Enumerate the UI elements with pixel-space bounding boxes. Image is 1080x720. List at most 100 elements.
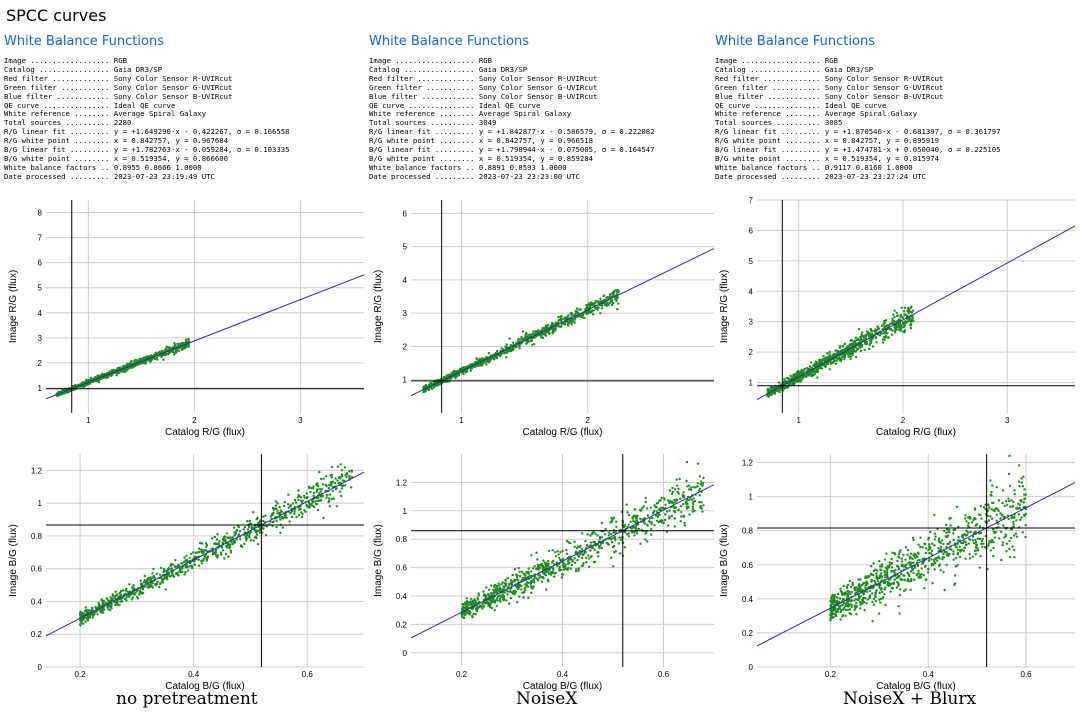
- y-tick-label: 0.8: [396, 535, 408, 544]
- data-point: [468, 610, 471, 613]
- data-point: [587, 565, 591, 568]
- data-point: [957, 536, 960, 539]
- data-point: [546, 570, 550, 573]
- data-point: [130, 592, 133, 596]
- data-point: [876, 325, 879, 328]
- data-point: [898, 593, 902, 597]
- data-point: [655, 519, 659, 522]
- data-point: [543, 572, 546, 576]
- data-point: [293, 512, 296, 516]
- y-tick-label: 1: [403, 376, 408, 385]
- data-point: [808, 371, 812, 374]
- data-point: [496, 595, 500, 598]
- data-point: [131, 596, 134, 599]
- data-point: [324, 475, 328, 478]
- data-point: [884, 336, 887, 339]
- data-point: [79, 613, 82, 616]
- wb-info-block: Image .................. RGB Catalog ....…: [4, 56, 290, 182]
- data-point: [486, 593, 490, 596]
- data-point: [849, 352, 852, 356]
- data-point: [570, 563, 573, 567]
- data-point: [312, 494, 315, 497]
- data-point: [462, 605, 465, 608]
- data-point: [288, 520, 291, 523]
- data-point: [202, 558, 205, 561]
- data-point: [1001, 502, 1004, 505]
- data-point: [176, 342, 179, 345]
- data-point: [883, 321, 887, 325]
- y-tick-label: 0.8: [742, 527, 754, 536]
- data-point: [131, 366, 135, 369]
- data-point: [218, 540, 221, 543]
- data-point: [557, 553, 560, 556]
- data-point: [683, 521, 686, 525]
- data-point: [326, 493, 329, 497]
- info-line: R/G white point ........ x = 0.842757, y…: [715, 136, 940, 146]
- data-point: [185, 554, 188, 557]
- data-point: [966, 524, 970, 527]
- data-point: [872, 562, 875, 565]
- data-point: [307, 501, 310, 504]
- data-point: [84, 620, 87, 623]
- y-tick-label: 1: [38, 499, 43, 508]
- data-point: [170, 567, 173, 570]
- data-point: [246, 520, 249, 523]
- data-point: [530, 570, 533, 573]
- data-point: [686, 498, 689, 501]
- data-point: [571, 317, 574, 321]
- data-point: [1011, 505, 1015, 508]
- data-point: [495, 587, 498, 591]
- data-point: [902, 330, 905, 333]
- data-point: [530, 554, 533, 557]
- data-point: [589, 549, 592, 552]
- data-point: [341, 484, 344, 487]
- data-point: [609, 556, 613, 560]
- data-point: [531, 343, 534, 346]
- info-line: Blue filter ............ Sony Color Sens…: [369, 91, 598, 101]
- data-point: [780, 388, 783, 391]
- data-point: [909, 578, 913, 581]
- data-point: [205, 545, 208, 549]
- data-point: [136, 359, 140, 363]
- data-point: [474, 361, 477, 364]
- data-point: [540, 575, 543, 579]
- fit-line: [46, 274, 364, 400]
- data-point: [126, 590, 130, 593]
- data-point: [169, 562, 173, 566]
- data-point: [851, 353, 854, 356]
- data-point: [688, 498, 691, 502]
- data-point: [531, 567, 535, 570]
- data-point: [568, 318, 572, 322]
- data-point: [667, 524, 670, 527]
- x-tick-label: 0.6: [302, 670, 314, 679]
- data-point: [852, 340, 856, 344]
- data-points: [422, 289, 620, 394]
- data-point: [327, 500, 331, 503]
- data-point: [687, 488, 691, 491]
- data-point: [559, 551, 562, 554]
- data-point: [893, 315, 896, 319]
- data-point: [287, 506, 290, 509]
- data-point: [556, 550, 559, 553]
- data-point: [319, 490, 322, 493]
- data-point: [653, 504, 656, 507]
- data-point: [692, 500, 695, 504]
- data-point: [866, 590, 869, 593]
- data-point: [159, 581, 162, 585]
- data-point: [692, 486, 695, 489]
- data-point: [167, 346, 170, 350]
- data-point: [317, 499, 321, 502]
- data-point: [962, 549, 965, 552]
- data-point: [100, 599, 104, 602]
- data-point: [215, 554, 218, 558]
- data-point: [831, 593, 834, 597]
- data-point: [1007, 497, 1010, 500]
- data-point: [699, 506, 702, 509]
- data-point: [174, 348, 178, 351]
- data-point: [319, 477, 323, 481]
- data-point: [673, 488, 677, 491]
- data-point: [575, 307, 579, 310]
- data-point: [644, 500, 647, 504]
- data-point: [1022, 506, 1026, 509]
- data-point: [562, 322, 565, 326]
